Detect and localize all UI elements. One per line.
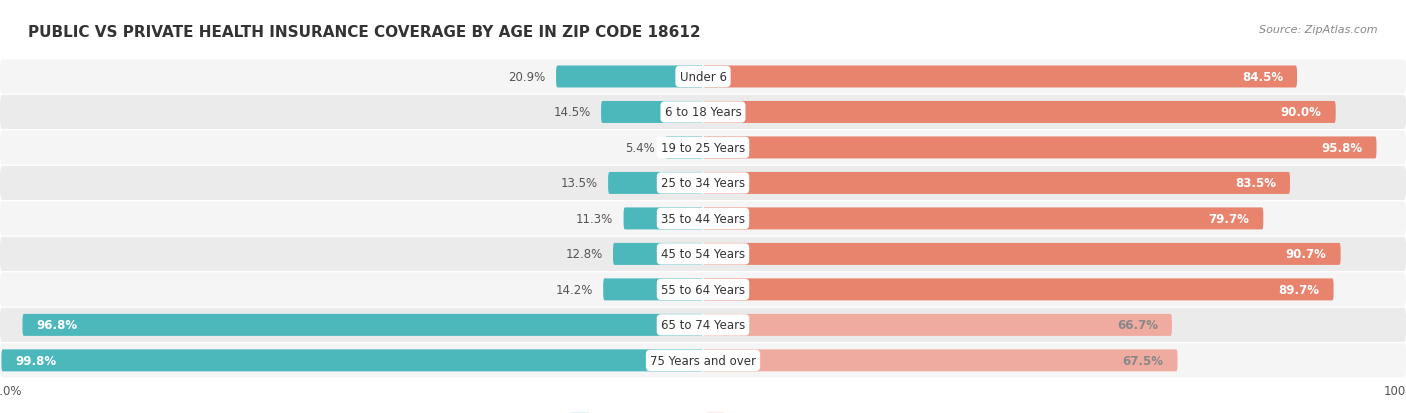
Text: 96.8%: 96.8% — [37, 318, 77, 332]
FancyBboxPatch shape — [609, 173, 703, 195]
FancyBboxPatch shape — [0, 202, 1406, 236]
FancyBboxPatch shape — [0, 273, 1406, 307]
Text: 65 to 74 Years: 65 to 74 Years — [661, 318, 745, 332]
Text: Under 6: Under 6 — [679, 71, 727, 84]
FancyBboxPatch shape — [0, 60, 1406, 94]
Text: 6 to 18 Years: 6 to 18 Years — [665, 106, 741, 119]
Text: 20.9%: 20.9% — [509, 71, 546, 84]
FancyBboxPatch shape — [0, 166, 1406, 200]
FancyBboxPatch shape — [703, 137, 1376, 159]
FancyBboxPatch shape — [0, 344, 1406, 377]
Text: 67.5%: 67.5% — [1122, 354, 1164, 367]
Text: 75 Years and over: 75 Years and over — [650, 354, 756, 367]
FancyBboxPatch shape — [0, 96, 1406, 130]
Text: 14.5%: 14.5% — [554, 106, 591, 119]
FancyBboxPatch shape — [0, 131, 1406, 165]
FancyBboxPatch shape — [665, 137, 703, 159]
FancyBboxPatch shape — [602, 102, 703, 123]
Text: 79.7%: 79.7% — [1208, 212, 1250, 225]
FancyBboxPatch shape — [703, 208, 1264, 230]
FancyBboxPatch shape — [613, 243, 703, 265]
Text: PUBLIC VS PRIVATE HEALTH INSURANCE COVERAGE BY AGE IN ZIP CODE 18612: PUBLIC VS PRIVATE HEALTH INSURANCE COVER… — [28, 25, 700, 40]
Text: 13.5%: 13.5% — [561, 177, 598, 190]
Text: 12.8%: 12.8% — [565, 248, 603, 261]
FancyBboxPatch shape — [703, 243, 1341, 265]
FancyBboxPatch shape — [603, 279, 703, 301]
Text: 95.8%: 95.8% — [1322, 142, 1362, 154]
Text: 35 to 44 Years: 35 to 44 Years — [661, 212, 745, 225]
Text: 14.2%: 14.2% — [555, 283, 593, 296]
FancyBboxPatch shape — [0, 308, 1406, 342]
Text: 84.5%: 84.5% — [1241, 71, 1282, 84]
Text: 89.7%: 89.7% — [1278, 283, 1319, 296]
FancyBboxPatch shape — [703, 314, 1173, 336]
FancyBboxPatch shape — [703, 173, 1291, 195]
FancyBboxPatch shape — [557, 66, 703, 88]
Text: Source: ZipAtlas.com: Source: ZipAtlas.com — [1260, 25, 1378, 35]
FancyBboxPatch shape — [1, 349, 703, 371]
FancyBboxPatch shape — [703, 66, 1296, 88]
FancyBboxPatch shape — [22, 314, 703, 336]
Text: 25 to 34 Years: 25 to 34 Years — [661, 177, 745, 190]
FancyBboxPatch shape — [703, 102, 1336, 123]
FancyBboxPatch shape — [703, 349, 1178, 371]
Text: 90.0%: 90.0% — [1281, 106, 1322, 119]
Text: 99.8%: 99.8% — [15, 354, 56, 367]
Text: 5.4%: 5.4% — [624, 142, 654, 154]
Text: 83.5%: 83.5% — [1234, 177, 1277, 190]
FancyBboxPatch shape — [624, 208, 703, 230]
Text: 11.3%: 11.3% — [576, 212, 613, 225]
Text: 19 to 25 Years: 19 to 25 Years — [661, 142, 745, 154]
Text: 66.7%: 66.7% — [1116, 318, 1159, 332]
Text: 90.7%: 90.7% — [1285, 248, 1327, 261]
FancyBboxPatch shape — [0, 237, 1406, 271]
Text: 45 to 54 Years: 45 to 54 Years — [661, 248, 745, 261]
FancyBboxPatch shape — [703, 279, 1333, 301]
Text: 55 to 64 Years: 55 to 64 Years — [661, 283, 745, 296]
